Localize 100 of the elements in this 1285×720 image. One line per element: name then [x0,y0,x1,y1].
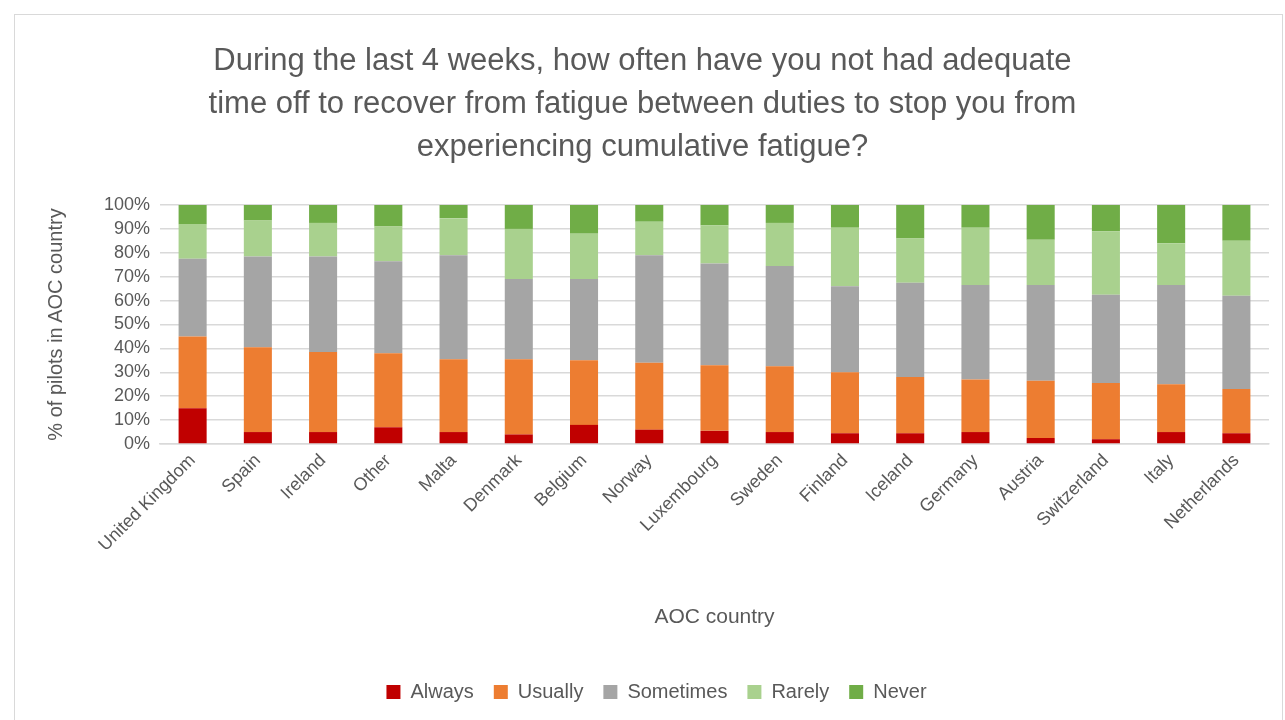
bar [309,256,338,352]
bar [309,432,338,444]
bar [961,432,990,444]
bar [309,351,338,433]
bar [896,377,925,434]
bar [1157,205,1186,244]
bar [1222,389,1251,434]
y-tick-label: 50% [113,313,150,334]
bar [439,359,468,433]
bar [178,224,207,259]
bar [178,408,207,444]
legend-label: Rarely [771,679,830,702]
bar [570,424,599,444]
bar [1091,294,1120,384]
y-tick-label: 10% [113,409,150,430]
bar [570,233,599,280]
bar [635,255,664,363]
bar [1026,438,1055,444]
bar [439,432,468,444]
bar [700,263,729,366]
bar [765,265,794,367]
y-tick-label: 0% [123,432,150,453]
bar [765,366,794,433]
bar [374,261,403,354]
bar [830,433,859,444]
bar [570,279,599,361]
bar [700,365,729,431]
bar [1157,243,1186,286]
bar [1091,231,1120,295]
bar [570,360,599,425]
legend-label: Usually [517,679,584,702]
y-tick-label: 30% [113,361,150,382]
bar [1157,285,1186,385]
bar [961,205,990,228]
bar [1026,239,1055,286]
legend-label: Never [873,679,927,702]
bar [1091,439,1120,444]
bar [1091,383,1120,440]
bar [1157,384,1186,433]
bar [309,222,338,257]
bar [1026,380,1055,439]
bar [765,432,794,444]
bar [374,353,403,428]
bar [700,225,729,264]
bar [1091,205,1120,232]
bar [439,255,468,360]
bar [504,205,533,229]
bar [961,227,990,286]
y-tick-label: 60% [113,289,150,310]
bar [309,205,338,223]
bar [374,226,403,262]
bar [243,347,272,433]
bar [243,205,272,221]
bar [1222,240,1251,296]
y-tick-label: 70% [113,265,150,286]
bar [896,205,925,239]
bar [504,359,533,435]
bar [178,258,207,337]
bar [635,205,664,222]
legend-label: Always [410,679,474,702]
y-axis-title: % of pilots in AOC country [43,208,66,441]
y-tick-label: 20% [113,385,150,406]
bar [504,434,533,444]
bar [830,286,859,373]
bar [178,336,207,409]
bar [570,205,599,234]
bar [439,218,468,256]
bar [374,427,403,444]
x-axis-title: AOC country [654,604,776,628]
bar [830,227,859,287]
y-tick-label: 80% [113,241,150,262]
bar [830,372,859,434]
bar [700,430,729,444]
bar [243,432,272,444]
bar [374,205,403,227]
bar [439,205,468,219]
bar [1222,295,1251,390]
bar [178,205,207,225]
bar [635,221,664,256]
bar [243,256,272,348]
bar [1222,433,1251,444]
y-tick-label: 40% [113,337,150,358]
bar [830,205,859,228]
bar [765,205,794,223]
bar [635,429,664,444]
bar [243,220,272,257]
bar [896,238,925,283]
bar [1026,285,1055,381]
chart-title: During the last 4 weeks, how often have you not had adequate time off to recover from fatigue between duties to stop you from experiencing cumulative fatigue? [207,41,1078,165]
bar [896,282,925,378]
bar [504,228,533,280]
bar [765,222,794,266]
bar [1026,205,1055,240]
bar [635,362,664,430]
bar [896,433,925,444]
bar [1222,205,1251,241]
bar [700,205,729,226]
y-tick-label: 90% [113,217,150,238]
bar [961,379,990,433]
y-tick-label: 100% [103,193,150,214]
